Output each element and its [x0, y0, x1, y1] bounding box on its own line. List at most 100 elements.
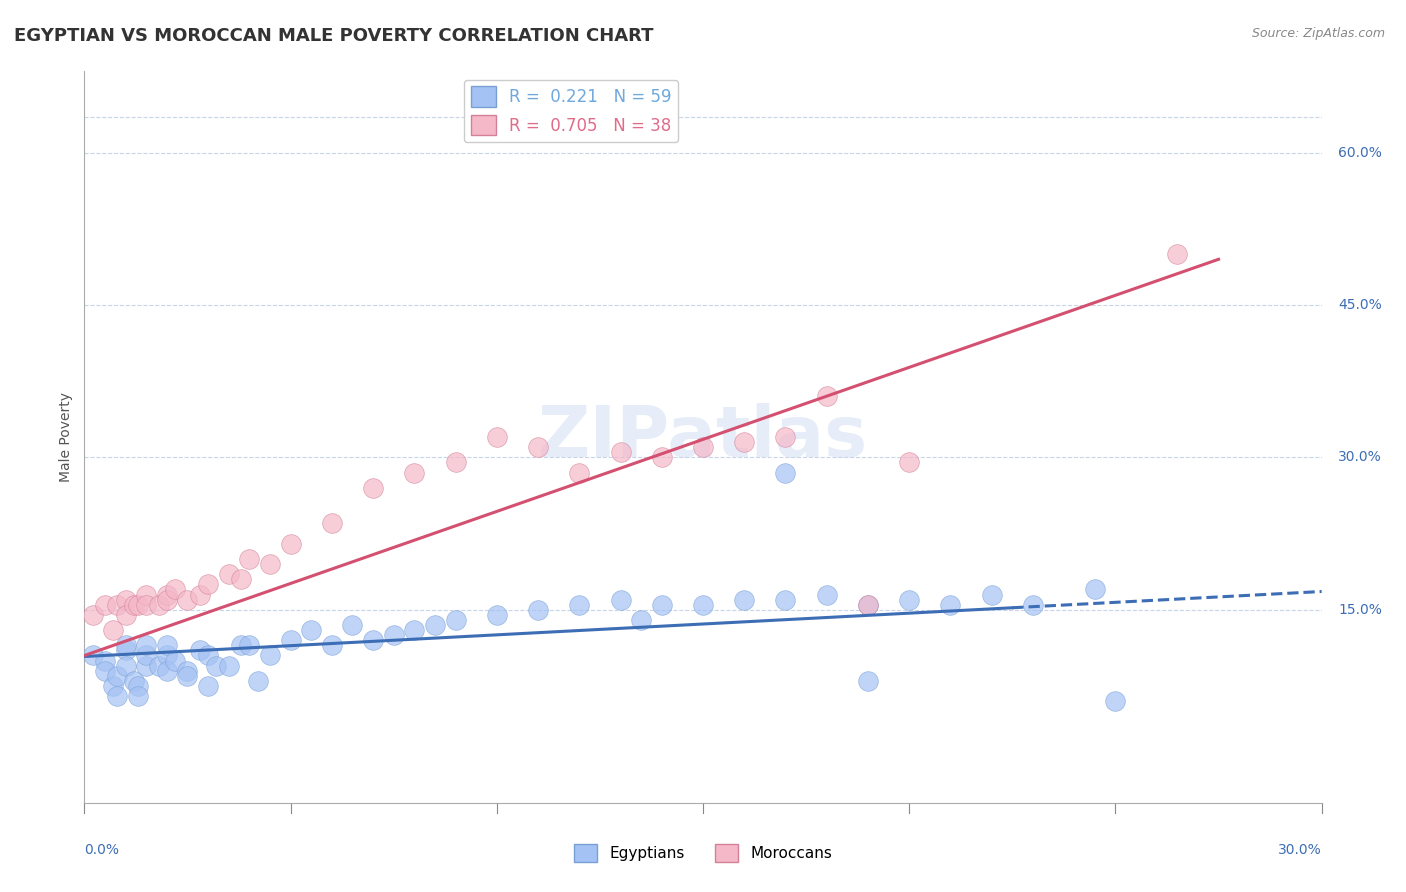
Point [94, 598, 117, 612]
Point [299, 623, 322, 637]
Point [176, 592, 198, 607]
Point [856, 598, 879, 612]
Point [692, 598, 714, 612]
Point [692, 440, 714, 454]
Point [135, 638, 157, 652]
Point [156, 664, 179, 678]
Point [82, 648, 104, 663]
Point [205, 658, 228, 673]
Text: 30.0%: 30.0% [1339, 450, 1382, 465]
Text: Source: ZipAtlas.com: Source: ZipAtlas.com [1251, 27, 1385, 40]
Point [156, 648, 179, 663]
Point [135, 588, 157, 602]
Point [105, 598, 128, 612]
Text: 15.0%: 15.0% [1339, 603, 1382, 616]
Point [321, 638, 343, 652]
Text: EGYPTIAN VS MOROCCAN MALE POVERTY CORRELATION CHART: EGYPTIAN VS MOROCCAN MALE POVERTY CORREL… [14, 27, 654, 45]
Text: 45.0%: 45.0% [1339, 298, 1382, 312]
Point [218, 658, 240, 673]
Point [94, 664, 117, 678]
Point [423, 618, 446, 632]
Point [238, 638, 260, 652]
Point [156, 592, 179, 607]
Text: 0.0%: 0.0% [84, 844, 120, 857]
Point [1022, 598, 1045, 612]
Point [197, 679, 219, 693]
Point [229, 572, 252, 586]
Point [156, 638, 179, 652]
Point [856, 598, 879, 612]
Point [733, 592, 755, 607]
Point [188, 588, 211, 602]
Point [238, 552, 260, 566]
Point [342, 618, 364, 632]
Point [127, 598, 149, 612]
Point [527, 440, 550, 454]
Point [148, 658, 170, 673]
Point [197, 577, 219, 591]
Point [404, 623, 426, 637]
Point [176, 664, 198, 678]
Point [114, 638, 136, 652]
Point [94, 654, 117, 668]
Point [321, 516, 343, 531]
Point [815, 389, 838, 403]
Point [651, 598, 673, 612]
Point [775, 592, 797, 607]
Point [127, 679, 149, 693]
Point [156, 588, 179, 602]
Point [122, 673, 145, 688]
Point [259, 648, 281, 663]
Point [135, 598, 157, 612]
Point [775, 466, 797, 480]
Point [1166, 247, 1188, 261]
Text: 30.0%: 30.0% [1278, 844, 1322, 857]
Point [135, 658, 157, 673]
Point [568, 466, 591, 480]
Point [898, 592, 921, 607]
Point [135, 648, 157, 663]
Point [82, 607, 104, 622]
Point [609, 592, 631, 607]
Point [404, 466, 426, 480]
Point [176, 669, 198, 683]
Point [229, 638, 252, 652]
Point [651, 450, 673, 465]
Point [980, 588, 1002, 602]
Point [485, 430, 508, 444]
Y-axis label: Male Poverty: Male Poverty [59, 392, 73, 482]
Text: ZIPatlas: ZIPatlas [538, 402, 868, 472]
Point [444, 613, 467, 627]
Point [127, 689, 149, 703]
Point [103, 679, 125, 693]
Point [197, 648, 219, 663]
Point [1084, 582, 1107, 597]
Legend: Egyptians, Moroccans: Egyptians, Moroccans [568, 838, 838, 868]
Text: 60.0%: 60.0% [1339, 145, 1382, 160]
Point [568, 598, 591, 612]
Point [361, 481, 384, 495]
Point [259, 557, 281, 571]
Point [361, 633, 384, 648]
Point [165, 654, 187, 668]
Point [114, 592, 136, 607]
Point [856, 673, 879, 688]
Point [630, 613, 652, 627]
Point [114, 607, 136, 622]
Point [444, 455, 467, 469]
Point [148, 598, 170, 612]
Point [485, 607, 508, 622]
Point [105, 669, 128, 683]
Point [527, 603, 550, 617]
Point [939, 598, 962, 612]
Point [815, 588, 838, 602]
Point [165, 582, 187, 597]
Point [114, 643, 136, 657]
Point [188, 643, 211, 657]
Point [105, 689, 128, 703]
Point [103, 623, 125, 637]
Point [122, 598, 145, 612]
Point [898, 455, 921, 469]
Point [246, 673, 269, 688]
Point [382, 628, 405, 642]
